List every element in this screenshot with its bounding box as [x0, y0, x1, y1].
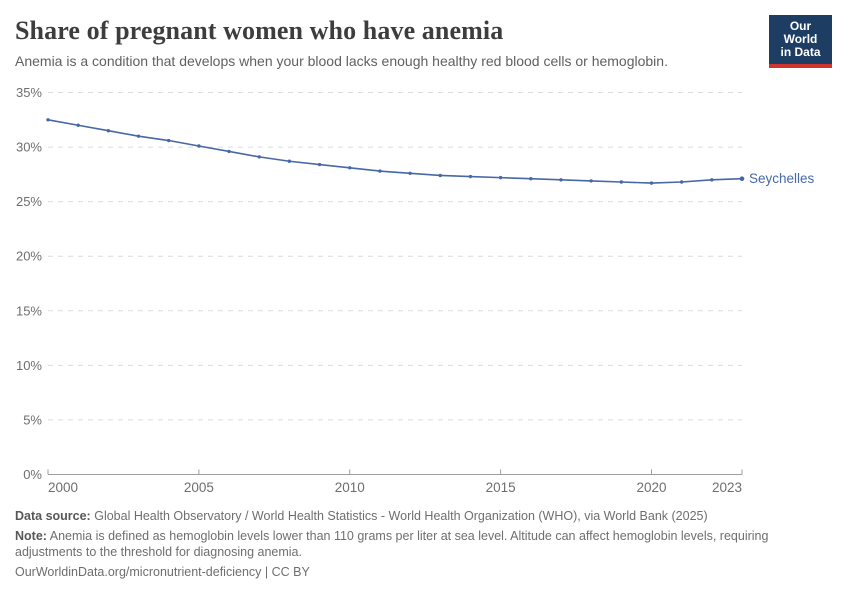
- data-source-line: Data source: Global Health Observatory /…: [15, 508, 783, 524]
- y-tick-label: 25%: [16, 194, 42, 209]
- x-tick-label: 2000: [48, 480, 78, 495]
- data-point[interactable]: [710, 178, 714, 182]
- owid-logo-line2: in Data: [780, 45, 821, 59]
- data-point[interactable]: [408, 171, 412, 175]
- y-tick-label: 20%: [16, 249, 42, 264]
- data-point[interactable]: [619, 180, 624, 184]
- data-point[interactable]: [106, 129, 111, 133]
- chart-footer: Data source: Global Health Observatory /…: [15, 508, 805, 584]
- owid-logo-line1: Our World: [783, 19, 818, 46]
- note-line: Note: Anemia is defined as hemoglobin le…: [15, 528, 783, 560]
- y-tick-label: 5%: [23, 412, 42, 427]
- data-point[interactable]: [317, 162, 322, 167]
- data-point[interactable]: [438, 173, 442, 178]
- data-point[interactable]: [589, 179, 593, 183]
- y-tick-label: 35%: [16, 85, 42, 100]
- owid-logo[interactable]: Our World in Data: [769, 15, 832, 68]
- data-point[interactable]: [46, 118, 50, 122]
- data-source-label: Data source:: [15, 509, 91, 523]
- note-text: Anemia is defined as hemoglobin levels l…: [15, 529, 769, 559]
- data-point[interactable]: [197, 144, 201, 148]
- data-source-text: Global Health Observatory / World Health…: [94, 509, 708, 523]
- license-link[interactable]: OurWorldinData.org/micronutrient-deficie…: [15, 565, 310, 579]
- x-tick-label: 2010: [335, 480, 365, 495]
- data-point[interactable]: [227, 149, 231, 154]
- line-chart[interactable]: 0% 5% 10% 15% 20% 25% 30% 35% 2000 2005 2010 2015 20…: [0, 80, 850, 505]
- data-point[interactable]: [559, 178, 563, 182]
- y-tick-label: 15%: [16, 303, 42, 318]
- x-tick-label: 2015: [486, 480, 516, 495]
- data-point[interactable]: [257, 155, 261, 159]
- data-point[interactable]: [378, 169, 382, 173]
- data-point[interactable]: [739, 176, 745, 182]
- data-point[interactable]: [76, 123, 80, 127]
- data-point[interactable]: [649, 181, 654, 185]
- chart-subtitle: Anemia is a condition that develops when…: [15, 53, 668, 69]
- y-tick-label: 30%: [16, 140, 42, 155]
- chart-title: Share of pregnant women who have anemia: [15, 16, 504, 45]
- data-point[interactable]: [679, 180, 684, 184]
- x-tick-label: 2005: [184, 480, 214, 495]
- data-point[interactable]: [529, 177, 533, 181]
- series-end-label[interactable]: Seychelles: [749, 171, 815, 186]
- data-point[interactable]: [287, 159, 292, 163]
- data-point[interactable]: [348, 166, 352, 170]
- series-line[interactable]: [47, 118, 743, 184]
- data-point[interactable]: [498, 175, 503, 180]
- chart-header: Share of pregnant women who have anemia …: [0, 0, 850, 70]
- data-point[interactable]: [166, 138, 171, 143]
- x-tick-label: 2023: [712, 480, 742, 495]
- note-label: Note:: [15, 529, 47, 543]
- x-tick-label: 2020: [636, 480, 666, 495]
- y-tick-label: 10%: [16, 358, 42, 373]
- data-point[interactable]: [468, 174, 473, 179]
- y-tick-label: 0%: [23, 467, 42, 482]
- data-point[interactable]: [136, 134, 141, 138]
